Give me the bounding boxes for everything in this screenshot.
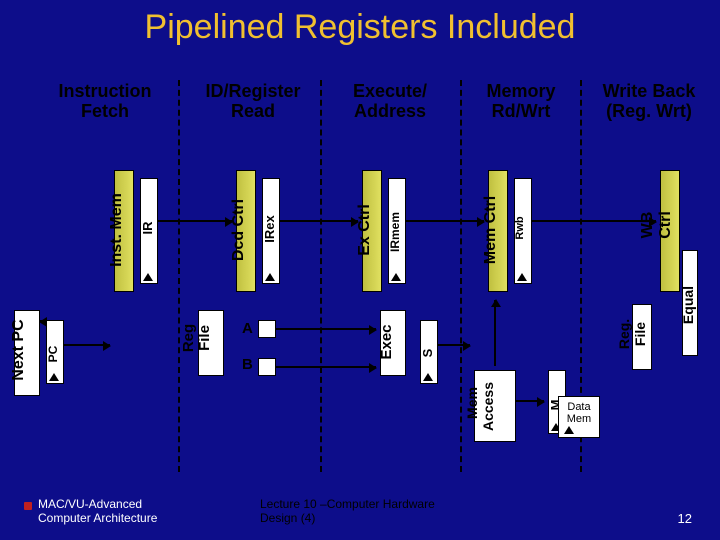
block-mem-access-label: Mem (466, 368, 479, 438)
stage-wb-l2: (Reg. Wrt) (606, 101, 692, 121)
arrow-ir-to-dcd (158, 220, 232, 222)
stage-if-l1: Instruction (59, 81, 152, 101)
footer-mid: Lecture 10 –Computer Hardware Design (4) (260, 498, 435, 526)
stage-if-l2: Fetch (81, 101, 129, 121)
reg-ex-ctrl-label: Ex Ctrl (356, 170, 374, 290)
arrow-memacc-to-m (516, 400, 544, 402)
stage-divider (178, 80, 180, 472)
stage-mem: Memory Rd/Wrt (466, 82, 576, 122)
footer-left: MAC/VU-Advanced Computer Architecture (38, 498, 157, 526)
stage-divider (460, 80, 462, 472)
arrow-dcd-to-ex (280, 220, 358, 222)
stage-mem-l1: Memory (486, 81, 555, 101)
latch-rwb-label: Rwb (514, 198, 526, 258)
latch-ir-label: IR (140, 198, 155, 258)
block-exec-label: Exec (378, 312, 395, 372)
arrow-b-to-exec (276, 366, 376, 368)
arrow-a-to-exec (276, 328, 376, 330)
stage-mem-l2: Rd/Wrt (492, 101, 551, 121)
arrow-memacc-up (494, 300, 496, 366)
stage-ex: Execute/ Address (330, 82, 450, 122)
slide-number: 12 (678, 511, 692, 526)
block-next-pc-label: Next PC (10, 310, 28, 390)
arrow-ex-to-mem (406, 220, 484, 222)
stage-id-l1: ID/Register (205, 81, 300, 101)
port-b-label: B (242, 356, 253, 373)
clock-tri-icon (143, 273, 153, 281)
block-reg-file-wb-label: Reg. (616, 304, 632, 364)
clock-tri-icon (517, 273, 527, 281)
latch-pc-label: PC (46, 334, 60, 374)
arrow-nextpc-to-pc (40, 320, 44, 322)
clock-tri-icon (423, 373, 433, 381)
clock-tri-icon (564, 426, 574, 434)
reg-mem-ctrl-label: Mem Ctrl (482, 170, 500, 290)
reg-dcd-ctrl-label: Dcd Ctrl (230, 170, 248, 290)
arrow-pc-to-imem (64, 344, 110, 346)
block-mem-access-label2: Access (482, 369, 495, 444)
block-reg-file-label: Reg (182, 308, 196, 368)
port-a-box (258, 320, 276, 338)
footer-left-l1: MAC/VU-Advanced (38, 497, 142, 511)
clock-tri-icon (265, 273, 275, 281)
latch-irmem-label: IRmem (388, 192, 402, 272)
reg-wb-ctrl-label2: Ctrl (658, 180, 673, 270)
stage-if: Instruction Fetch (40, 82, 170, 122)
latch-s-label: S (420, 338, 435, 368)
clock-tri-icon (49, 373, 59, 381)
footer-mid-l1: Lecture 10 –Computer Hardware (260, 497, 435, 511)
reg-inst-mem-label: Inst. Mem (108, 170, 126, 290)
port-b-box (258, 358, 276, 376)
footer-mid-l2: Design (4) (260, 511, 315, 525)
clock-tri-icon (391, 273, 401, 281)
bullet-icon (24, 502, 32, 510)
block-equal-label: Equal (680, 260, 696, 350)
stage-id-l2: Read (231, 101, 275, 121)
block-reg-file-wb-label2: File (632, 304, 648, 364)
stage-wb-l1: Write Back (603, 81, 696, 101)
stage-divider (320, 80, 322, 472)
stage-wb: Write Back (Reg. Wrt) (584, 82, 714, 122)
footer-left-l2: Computer Architecture (38, 511, 157, 525)
stage-ex-l1: Execute/ (353, 81, 427, 101)
slide-title: Pipelined Registers Included (0, 8, 720, 47)
arrow-mem-to-wb (532, 220, 656, 222)
port-a-label: A (242, 320, 253, 337)
block-reg-file-label2: File (198, 308, 212, 368)
latch-irex-label: IRex (262, 194, 277, 264)
stage-id: ID/Register Read (188, 82, 318, 122)
stage-ex-l2: Address (354, 101, 426, 121)
arrow-s-to-memacc (438, 344, 470, 346)
